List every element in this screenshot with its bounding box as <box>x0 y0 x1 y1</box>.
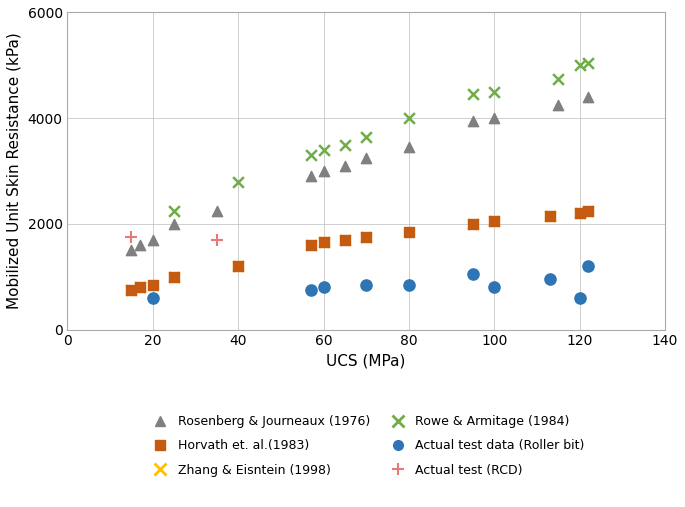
Rosenberg & Journeaux (1976) <box>403 143 414 151</box>
Rowe & Armitage (1984) <box>361 133 372 141</box>
Horvath et. al.(1983) <box>318 238 329 246</box>
Rowe & Armitage (1984) <box>233 177 244 186</box>
Y-axis label: Mobilized Unit Skin Resistance (kPa): Mobilized Unit Skin Resistance (kPa) <box>7 32 22 309</box>
Rosenberg & Journeaux (1976) <box>339 162 350 170</box>
Actual test data (Roller bit) <box>147 294 158 302</box>
Zhang & Eisntein (1998) <box>126 286 137 294</box>
Rowe & Armitage (1984) <box>169 206 179 214</box>
Actual test data (Roller bit) <box>574 294 585 302</box>
Zhang & Eisntein (1998) <box>467 220 478 228</box>
Horvath et. al.(1983) <box>306 241 316 249</box>
Zhang & Eisntein (1998) <box>318 238 329 246</box>
Zhang & Eisntein (1998) <box>488 217 499 225</box>
Horvath et. al.(1983) <box>582 206 593 214</box>
Zhang & Eisntein (1998) <box>233 262 244 270</box>
Zhang & Eisntein (1998) <box>306 241 316 249</box>
Horvath et. al.(1983) <box>544 212 555 220</box>
Horvath et. al.(1983) <box>574 209 585 218</box>
Rowe & Armitage (1984) <box>582 59 593 67</box>
Rowe & Armitage (1984) <box>488 88 499 96</box>
Horvath et. al.(1983) <box>488 217 499 225</box>
Rosenberg & Journeaux (1976) <box>488 114 499 122</box>
Zhang & Eisntein (1998) <box>574 209 585 218</box>
Horvath et. al.(1983) <box>403 228 414 236</box>
Rowe & Armitage (1984) <box>403 114 414 122</box>
Rosenberg & Journeaux (1976) <box>582 93 593 101</box>
Rowe & Armitage (1984) <box>306 151 316 159</box>
Rosenberg & Journeaux (1976) <box>553 101 564 109</box>
Rosenberg & Journeaux (1976) <box>169 220 179 228</box>
Rowe & Armitage (1984) <box>553 75 564 83</box>
Rowe & Armitage (1984) <box>574 61 585 69</box>
Actual test (RCD) <box>212 236 223 244</box>
Rosenberg & Journeaux (1976) <box>134 241 145 249</box>
Zhang & Eisntein (1998) <box>134 283 145 292</box>
Actual test data (Roller bit) <box>467 270 478 278</box>
Actual test data (Roller bit) <box>488 283 499 292</box>
Horvath et. al.(1983) <box>169 273 179 281</box>
Horvath et. al.(1983) <box>134 283 145 292</box>
Zhang & Eisntein (1998) <box>339 236 350 244</box>
Zhang & Eisntein (1998) <box>361 233 372 241</box>
Rosenberg & Journeaux (1976) <box>318 167 329 175</box>
Actual test data (Roller bit) <box>306 286 316 294</box>
X-axis label: UCS (MPa): UCS (MPa) <box>327 354 406 369</box>
Rosenberg & Journeaux (1976) <box>147 236 158 244</box>
Actual test data (Roller bit) <box>361 280 372 288</box>
Horvath et. al.(1983) <box>147 280 158 288</box>
Rosenberg & Journeaux (1976) <box>467 117 478 125</box>
Legend: Rosenberg & Journeaux (1976), Horvath et. al.(1983), Zhang & Eisntein (1998), Ro: Rosenberg & Journeaux (1976), Horvath et… <box>148 415 584 477</box>
Horvath et. al.(1983) <box>467 220 478 228</box>
Rosenberg & Journeaux (1976) <box>212 206 223 214</box>
Horvath et. al.(1983) <box>361 233 372 241</box>
Horvath et. al.(1983) <box>126 286 137 294</box>
Actual test data (Roller bit) <box>318 283 329 292</box>
Rowe & Armitage (1984) <box>339 140 350 149</box>
Zhang & Eisntein (1998) <box>582 206 593 214</box>
Rosenberg & Journeaux (1976) <box>306 172 316 180</box>
Zhang & Eisntein (1998) <box>544 212 555 220</box>
Actual test (RCD) <box>126 233 137 241</box>
Rosenberg & Journeaux (1976) <box>126 246 137 255</box>
Rowe & Armitage (1984) <box>318 146 329 154</box>
Actual test data (Roller bit) <box>544 275 555 283</box>
Rowe & Armitage (1984) <box>467 90 478 98</box>
Horvath et. al.(1983) <box>339 236 350 244</box>
Zhang & Eisntein (1998) <box>169 273 179 281</box>
Rosenberg & Journeaux (1976) <box>361 154 372 162</box>
Horvath et. al.(1983) <box>233 262 244 270</box>
Actual test data (Roller bit) <box>582 262 593 270</box>
Actual test data (Roller bit) <box>403 280 414 288</box>
